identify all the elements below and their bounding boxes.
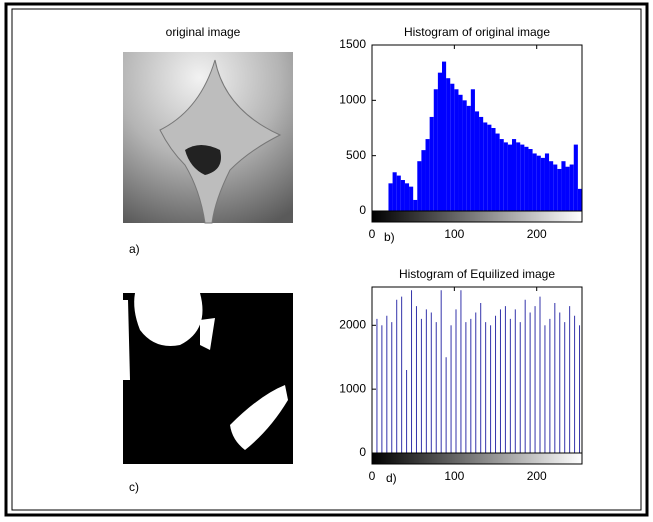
y-tick-label: 500 xyxy=(346,148,366,162)
colorbar xyxy=(371,210,583,223)
bar xyxy=(561,161,566,211)
x-tick-label: 200 xyxy=(527,469,547,483)
bar xyxy=(524,146,529,211)
bar xyxy=(437,72,442,212)
bar xyxy=(479,116,484,211)
x-tick-label: 200 xyxy=(527,227,547,241)
bar xyxy=(458,94,463,211)
bar xyxy=(413,199,418,211)
bar xyxy=(540,157,545,211)
bar xyxy=(495,133,500,211)
bar xyxy=(388,183,393,211)
bar xyxy=(503,142,508,211)
bar xyxy=(474,111,480,211)
y-tick-label: 1000 xyxy=(339,381,366,395)
y-tick-label: 1500 xyxy=(339,37,366,51)
bar xyxy=(577,188,582,211)
panel-label: c) xyxy=(129,480,139,494)
bar xyxy=(409,186,414,211)
bar xyxy=(507,144,512,211)
x-tick-label: 0 xyxy=(369,227,376,241)
chart-title: Histogram of Equilized image xyxy=(399,267,555,281)
inner-border xyxy=(11,8,642,511)
x-tick-label: 100 xyxy=(444,227,464,241)
bar xyxy=(470,89,475,211)
bar xyxy=(532,153,537,211)
bar xyxy=(491,128,496,211)
bar xyxy=(528,149,533,211)
bar xyxy=(466,105,471,211)
bar xyxy=(499,139,504,211)
bar xyxy=(433,89,438,211)
panel-label: a) xyxy=(129,242,140,256)
bar xyxy=(454,89,459,211)
bar xyxy=(516,142,521,211)
x-tick-label: 0 xyxy=(369,469,376,483)
bar xyxy=(573,144,578,211)
bar xyxy=(396,175,401,211)
x-tick-label: 100 xyxy=(444,469,464,483)
bar xyxy=(557,168,562,211)
y-tick-label: 1000 xyxy=(339,93,366,107)
bar xyxy=(450,83,455,211)
bar xyxy=(483,122,488,211)
bar xyxy=(446,78,451,211)
y-tick-label: 0 xyxy=(359,445,366,459)
outer-border xyxy=(4,2,649,517)
bar xyxy=(421,150,426,211)
panel-label: d) xyxy=(386,471,397,485)
original-image xyxy=(123,52,293,224)
bar xyxy=(425,139,430,211)
bar xyxy=(553,164,558,211)
bar xyxy=(417,161,422,211)
bar xyxy=(549,161,554,211)
bar xyxy=(544,153,550,211)
bar xyxy=(520,144,525,211)
bar xyxy=(404,183,410,211)
bar xyxy=(565,166,570,211)
bar xyxy=(569,164,574,211)
bar xyxy=(429,116,434,211)
bar xyxy=(442,61,447,211)
bar xyxy=(512,139,517,211)
plot-area xyxy=(372,287,582,453)
panel-label: b) xyxy=(384,230,395,244)
bar xyxy=(536,155,541,211)
bar xyxy=(392,172,397,211)
image-title: original image xyxy=(166,25,241,39)
y-tick-label: 2000 xyxy=(339,317,366,331)
colorbar xyxy=(371,452,583,465)
bar xyxy=(462,100,467,211)
bar xyxy=(400,180,405,211)
y-tick-label: 0 xyxy=(359,203,366,217)
chart-title: Histogram of original image xyxy=(404,25,550,39)
binary-image xyxy=(123,293,293,464)
bar xyxy=(487,124,492,211)
